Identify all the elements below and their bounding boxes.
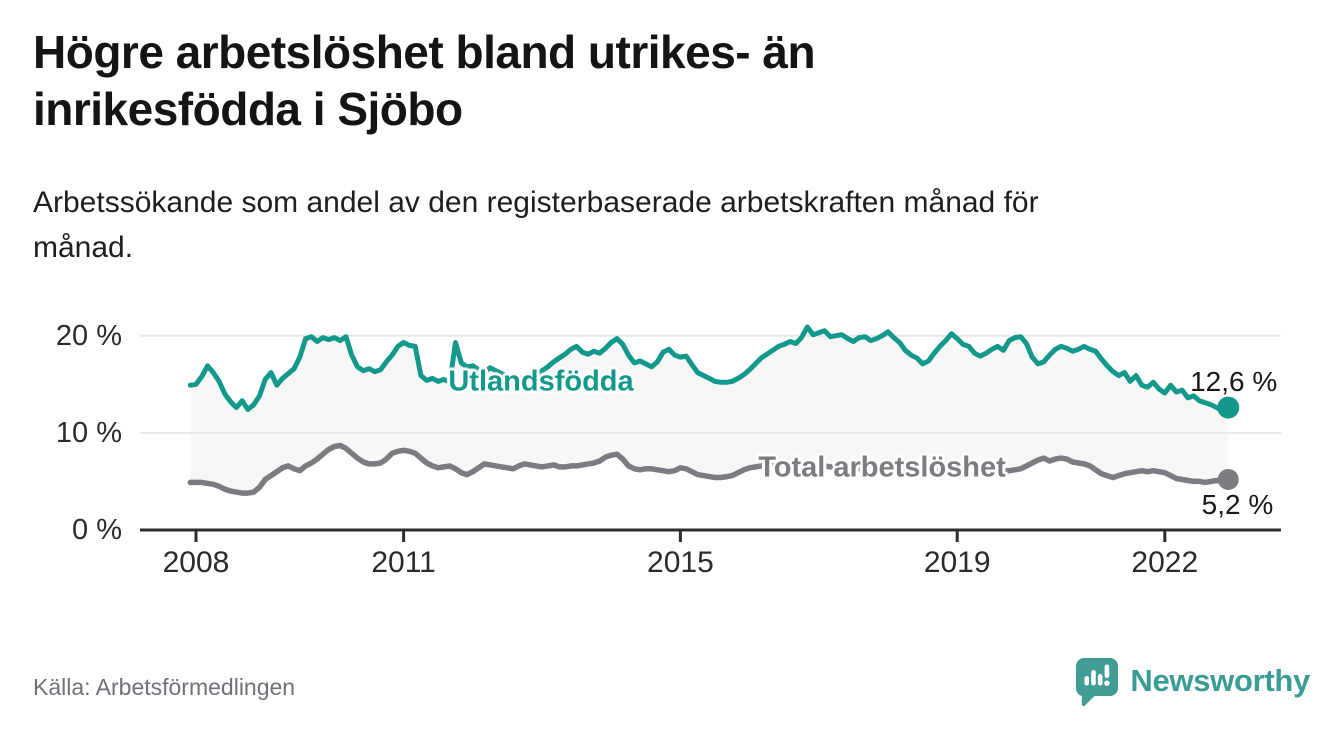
page-title-line2: inrikesfödda i Sjöbo (33, 83, 463, 135)
band-between-series (190, 327, 1229, 494)
page-title: Högre arbetslöshet bland utrikes- än inr… (33, 24, 1093, 138)
x-axis-label-2015: 2015 (647, 546, 714, 579)
end-value-label-utlandsfodda: 12,6 % (1190, 365, 1278, 397)
newsworthy-logo: Newsworthy (1073, 656, 1310, 706)
page-title-line1: Högre arbetslöshet bland utrikes- än (33, 26, 816, 78)
page-subtitle-line2: månad. (33, 231, 134, 264)
x-axis-ticks (194, 530, 1167, 542)
end-value-label-total: 5,2 % (1201, 489, 1274, 521)
y-axis-label-20: 20 % (55, 319, 122, 352)
series-label-total-arbetsloshet: Total arbetslöshet (758, 451, 1006, 484)
series-line-utlandsfodda (187, 324, 1231, 413)
x-axis-label-2019: 2019 (923, 546, 991, 579)
x-axis-label-2022: 2022 (1131, 546, 1199, 579)
source-note: Källa: Arbetsförmedlingen (33, 674, 296, 700)
y-axis-label-0: 0 % (72, 514, 122, 546)
series-end-dot-total (1217, 468, 1239, 490)
x-axis-label-2011: 2011 (371, 546, 436, 579)
page-subtitle: Arbetssökande som andel av den registerb… (33, 180, 1293, 270)
x-axis-label-2008: 2008 (162, 546, 230, 579)
newsworthy-wordmark: Newsworthy (1130, 663, 1310, 698)
series-label-utlandsfodda: Utlandsfödda (448, 365, 634, 398)
bar-chart-glyph (1084, 664, 1110, 686)
gridlines (140, 334, 1281, 434)
newsworthy-bubble-icon (1076, 658, 1119, 706)
y-axis-label-10: 10 % (55, 416, 122, 449)
page-subtitle-line1: Arbetssökande som andel av den registerb… (33, 186, 1039, 219)
series-line-total (187, 442, 1232, 496)
series-end-dot-utlandsfodda (1217, 396, 1240, 419)
